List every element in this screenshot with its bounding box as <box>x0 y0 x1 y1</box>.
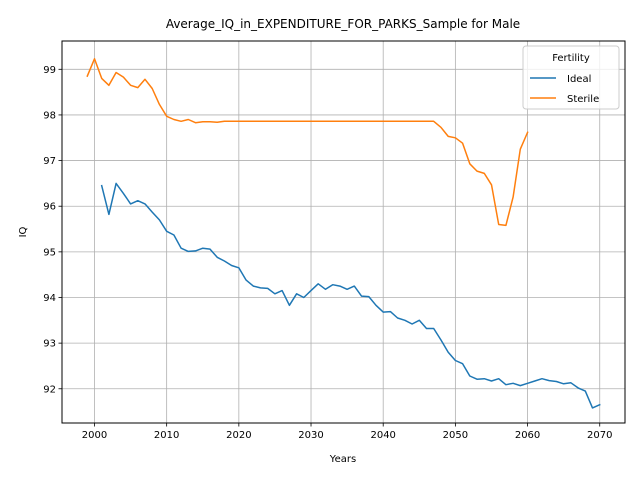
y-tick-label: 96 <box>43 202 56 213</box>
chart-title: Average_IQ_in_EXPENDITURE_FOR_PARKS_Samp… <box>166 17 520 31</box>
x-tick-label: 2060 <box>515 430 540 441</box>
legend-label-ideal: Ideal <box>567 74 591 85</box>
y-tick-label: 92 <box>43 384 56 395</box>
x-tick-label: 2010 <box>154 430 179 441</box>
legend-box <box>522 45 620 110</box>
y-tick-label: 97 <box>43 156 56 167</box>
y-tick-label: 98 <box>43 110 56 121</box>
series-lines <box>86 58 601 409</box>
x-tick-label: 2050 <box>443 430 468 441</box>
axis-ticks: 2000 2010 2020 2030 2040 2050 2060 2070 92 93 94 95… <box>43 65 612 441</box>
y-tick-label: 95 <box>43 247 56 258</box>
series-line-sterile <box>86 58 529 227</box>
legend-title: Fertility <box>552 53 590 64</box>
y-axis-label: IQ <box>18 226 29 237</box>
y-tick-label: 93 <box>43 339 56 350</box>
x-tick-label: 2030 <box>298 430 323 441</box>
series-line-ideal <box>100 182 601 409</box>
x-tick-label: 2020 <box>226 430 251 441</box>
grid-lines <box>62 41 625 423</box>
y-tick-label: 99 <box>43 65 56 76</box>
x-tick-label: 2070 <box>587 430 612 441</box>
y-tick-label: 94 <box>43 293 56 304</box>
plot-frame <box>61 40 626 424</box>
x-tick-label: 2000 <box>82 430 107 441</box>
legend-label-sterile: Sterile <box>567 94 599 105</box>
x-tick-label: 2040 <box>370 430 395 441</box>
legend: Fertility Ideal Sterile <box>522 45 620 110</box>
x-axis-label: Years <box>329 454 356 465</box>
